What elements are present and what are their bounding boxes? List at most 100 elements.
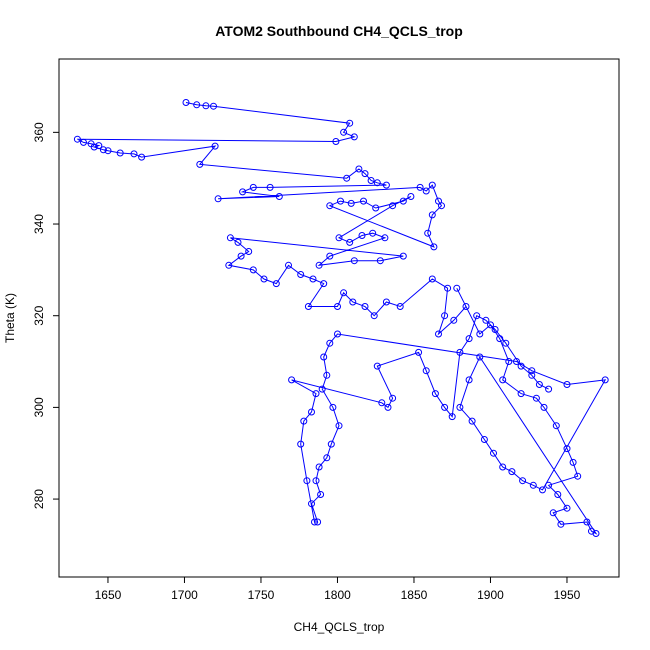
data-point [323,454,331,462]
data-point [308,500,315,508]
data-point [340,289,348,297]
data-point [349,298,357,306]
data-point [239,188,247,196]
data-point [308,408,315,416]
data-point [214,195,222,203]
data-point [304,303,312,310]
x-tick-label: 1800 [324,588,351,602]
x-tick-label: 1850 [401,588,428,602]
data-point [563,381,571,388]
data-point [496,335,504,343]
data-point [381,234,389,242]
data-point [424,229,432,237]
data-point [138,153,146,161]
data-point [337,197,344,205]
data-point [130,150,138,158]
data-point [361,303,369,310]
data-point [226,234,234,242]
data-point [456,403,464,411]
data-point [334,330,341,338]
data-point [373,179,381,187]
data-point [309,275,317,283]
data-point [592,530,600,537]
data-point [303,477,311,485]
data-point [360,197,367,205]
data-point [382,181,390,189]
data-point [476,330,484,338]
x-tick-label: 1750 [248,588,275,602]
data-point [407,193,415,200]
data-point [80,138,87,146]
data-point [435,330,442,338]
data-point [519,477,527,485]
data-point [480,436,488,443]
data-point [378,399,386,407]
plot-box [58,58,620,578]
data-point [382,298,390,306]
data-point [323,371,331,379]
data-point [272,280,280,288]
data-point [350,257,358,265]
data-point [361,170,369,178]
data-point [211,142,219,150]
data-point [104,147,112,155]
data-point [539,486,546,494]
data-point [225,261,233,269]
data-point [462,303,470,310]
data-point [202,102,210,110]
data-point [540,403,548,411]
data-point [482,316,490,324]
data-point [583,518,591,526]
data-point [326,202,334,210]
y-tick-label: 340 [32,214,46,234]
data-point [372,204,380,212]
data-point [552,422,560,430]
data-point [465,376,473,384]
data-point [367,177,375,184]
data-point [311,518,318,526]
data-point [326,252,334,260]
data-point [502,339,510,347]
data-point [327,440,335,448]
y-tick-label: 280 [32,489,46,509]
data-point [326,339,334,347]
data-point [317,491,325,498]
axis-ticks-group: 1650 1700 1750 1800 1850 1900 1950 280 300 320 340… [32,122,581,602]
data-point [465,335,473,343]
data-point [90,143,98,151]
data-point [315,261,323,269]
data-point [346,119,354,127]
data-point [563,445,571,453]
data-point [513,358,520,365]
data-point [545,481,553,489]
data-point [389,394,397,402]
data-point [422,367,430,375]
chart-title: ATOM2 Southbound CH4_QCLS_trop [215,23,463,39]
data-point [343,174,351,182]
data-point [334,303,341,310]
y-tick-label: 300 [32,397,46,417]
data-point [245,248,253,255]
data-point [422,187,430,195]
data-point [505,358,513,365]
data-point [529,481,537,489]
data-point [116,149,124,157]
data-point [549,509,557,517]
data-point [266,183,274,191]
data-point [297,440,305,448]
data-point [73,135,81,143]
data-point [260,275,268,283]
data-point [384,403,392,411]
data-point [320,353,328,361]
data-point [275,193,283,200]
data-point [210,102,217,110]
data-point [490,449,497,457]
data-point [396,303,404,310]
data-point [438,202,445,210]
y-tick-label: 320 [32,305,46,325]
data-point [444,284,452,292]
data-point [430,243,438,251]
data-point [288,376,296,384]
